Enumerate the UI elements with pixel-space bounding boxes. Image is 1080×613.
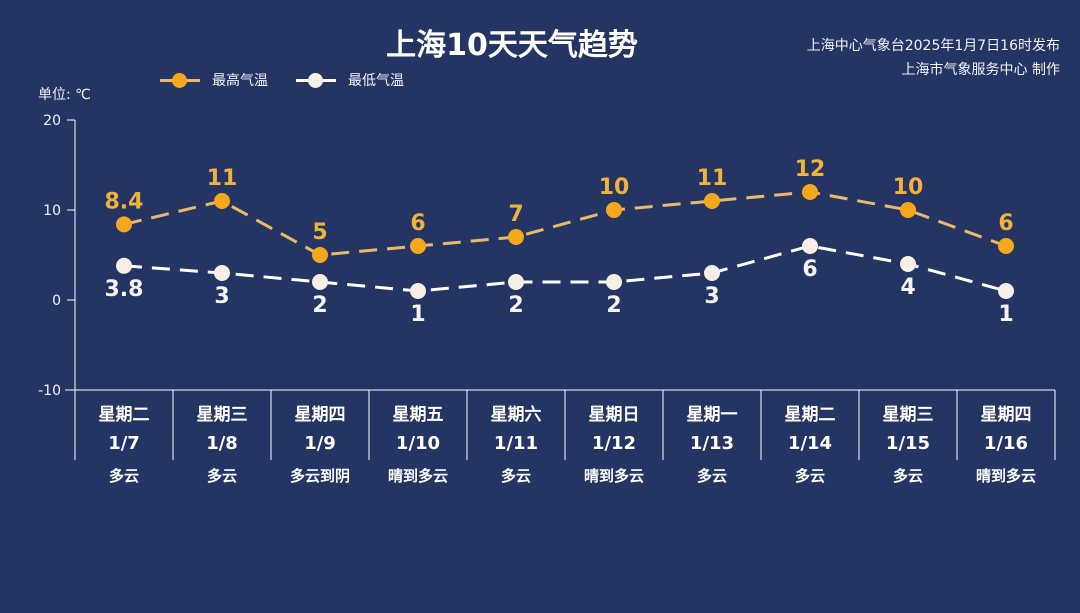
day-column: 星期二 1/7 多云 bbox=[75, 392, 173, 486]
day-column: 星期四 1/16 晴到多云 bbox=[957, 392, 1055, 486]
weekday-label: 星期六 bbox=[490, 405, 542, 425]
weather-label: 多云 bbox=[206, 467, 237, 485]
legend-item-low[interactable]: 最低气温 bbox=[296, 70, 404, 90]
date-label: 1/12 bbox=[591, 433, 637, 454]
high-temp-label: 5 bbox=[312, 220, 327, 245]
date-label: 1/16 bbox=[983, 433, 1029, 454]
date-label: 1/13 bbox=[689, 433, 735, 454]
high-temp-point bbox=[998, 238, 1014, 254]
weather-label: 多云 bbox=[500, 467, 531, 485]
low-temp-line bbox=[123, 244, 1007, 293]
chart-title: 上海10天天气趋势 bbox=[386, 28, 638, 63]
publisher-line-1: 上海中心气象台2025年1月7日16时发布 bbox=[806, 38, 1060, 54]
date-label: 1/11 bbox=[493, 433, 539, 454]
y-tick-label: -10 bbox=[38, 383, 61, 399]
date-label: 1/10 bbox=[395, 433, 441, 454]
day-column: 星期二 1/14 多云 bbox=[761, 392, 859, 486]
legend-item-high[interactable]: 最高气温 bbox=[160, 70, 268, 90]
low-temp-point bbox=[214, 265, 230, 281]
weekday-label: 星期日 bbox=[588, 405, 640, 425]
date-label: 1/15 bbox=[885, 433, 931, 454]
high-temp-point bbox=[116, 216, 132, 233]
legend-label-high: 最高气温 bbox=[212, 73, 268, 89]
y-tick-label: 20 bbox=[43, 113, 61, 129]
weekday-label: 星期二 bbox=[784, 405, 836, 425]
high-temp-label: 10 bbox=[893, 175, 924, 200]
day-column: 星期三 1/15 多云 bbox=[859, 392, 957, 486]
weekday-label: 星期四 bbox=[294, 405, 346, 425]
high-temp-label: 8.4 bbox=[105, 189, 144, 214]
weekday-label: 星期二 bbox=[98, 405, 150, 425]
low-temp-point bbox=[410, 283, 426, 299]
high-temp-label: 6 bbox=[410, 211, 425, 236]
high-temp-point bbox=[312, 247, 328, 263]
day-column: 星期一 1/13 多云 bbox=[663, 392, 761, 486]
low-temp-label: 3 bbox=[704, 284, 719, 309]
low-temp-point bbox=[900, 256, 916, 272]
high-temp-point bbox=[704, 193, 720, 209]
day-column: 星期四 1/9 多云到阴 bbox=[271, 392, 369, 486]
day-column: 星期日 1/12 晴到多云 bbox=[565, 392, 663, 486]
low-temp-label: 4 bbox=[900, 275, 915, 300]
high-temp-label: 12 bbox=[795, 157, 826, 182]
date-label: 1/8 bbox=[206, 433, 238, 454]
high-temp-marker-icon bbox=[160, 70, 200, 90]
date-label: 1/7 bbox=[108, 433, 140, 454]
weekday-label: 星期三 bbox=[196, 405, 248, 425]
unit-label: 单位: ℃ bbox=[38, 87, 91, 103]
high-temp-point bbox=[802, 184, 818, 200]
date-label: 1/9 bbox=[304, 433, 336, 454]
weather-label: 多云 bbox=[108, 467, 139, 485]
y-tick-label: 10 bbox=[43, 203, 61, 219]
low-temp-label: 6 bbox=[802, 257, 817, 282]
low-temp-label: 2 bbox=[508, 293, 523, 318]
low-temp-point bbox=[802, 238, 818, 254]
low-temp-label: 3 bbox=[214, 284, 229, 309]
weather-label: 多云到阴 bbox=[289, 467, 350, 485]
high-temp-point bbox=[508, 229, 524, 245]
day-column: 星期六 1/11 多云 bbox=[467, 392, 565, 486]
weather-label: 多云 bbox=[892, 467, 923, 485]
low-temp-point bbox=[704, 265, 720, 281]
low-temp-marker-icon bbox=[296, 70, 336, 90]
high-temp-label: 10 bbox=[599, 175, 630, 200]
weather-label: 多云 bbox=[696, 467, 727, 485]
weekday-label: 星期三 bbox=[882, 405, 934, 425]
high-temp-point bbox=[214, 193, 230, 209]
low-temp-point bbox=[312, 274, 328, 290]
low-temp-point bbox=[508, 274, 524, 290]
legend-label-low: 最低气温 bbox=[348, 73, 404, 89]
low-temp-label: 1 bbox=[998, 302, 1013, 327]
high-temp-label: 6 bbox=[998, 211, 1013, 236]
weekday-label: 星期五 bbox=[392, 405, 444, 425]
weekday-label: 星期四 bbox=[980, 405, 1032, 425]
high-temp-point bbox=[900, 202, 916, 218]
publisher-line-2: 上海市气象服务中心 制作 bbox=[901, 62, 1060, 78]
weekday-label: 星期一 bbox=[686, 405, 738, 425]
day-column: 星期三 1/8 多云 bbox=[173, 392, 271, 486]
publisher-info: 上海中心气象台2025年1月7日16时发布 上海市气象服务中心 制作 bbox=[807, 34, 1060, 82]
high-temp-point bbox=[606, 202, 622, 218]
high-temp-point bbox=[410, 238, 426, 254]
low-temp-label: 2 bbox=[606, 293, 621, 318]
weather-label: 多云 bbox=[794, 467, 825, 485]
date-label: 1/14 bbox=[787, 433, 833, 454]
low-temp-point bbox=[606, 274, 622, 290]
legend: 最高气温 最低气温 bbox=[160, 70, 404, 90]
weather-label: 晴到多云 bbox=[583, 467, 644, 485]
low-temp-label: 1 bbox=[410, 302, 425, 327]
weather-label: 晴到多云 bbox=[387, 467, 448, 485]
y-tick-label: 0 bbox=[52, 293, 61, 309]
low-temp-label: 3.8 bbox=[105, 277, 144, 302]
high-temp-label: 11 bbox=[697, 166, 728, 191]
weather-label: 晴到多云 bbox=[975, 467, 1036, 485]
high-temp-label: 11 bbox=[207, 166, 238, 191]
day-column: 星期五 1/10 晴到多云 bbox=[369, 392, 467, 486]
high-temp-label: 7 bbox=[508, 202, 523, 227]
low-temp-point bbox=[116, 257, 132, 274]
high-temp-line bbox=[123, 190, 1007, 257]
low-temp-label: 2 bbox=[312, 293, 327, 318]
low-temp-point bbox=[998, 283, 1014, 299]
